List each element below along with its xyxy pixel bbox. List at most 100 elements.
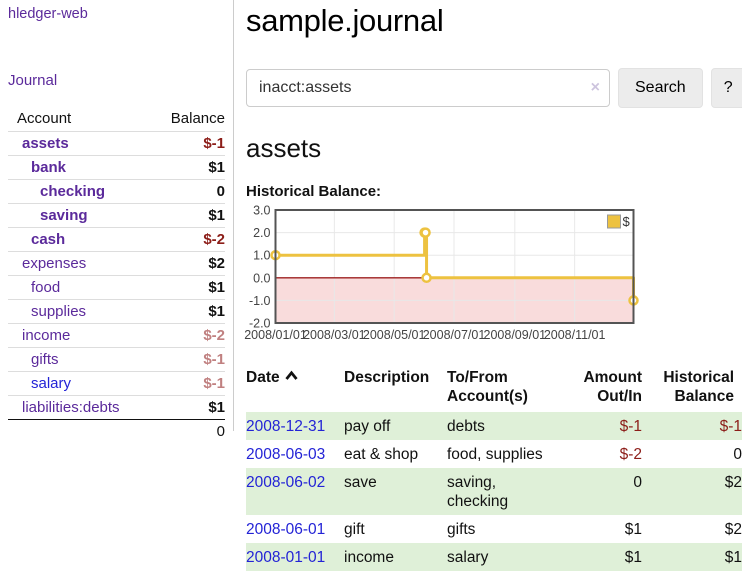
account-row: checking 0 xyxy=(8,179,225,204)
transaction-balance: $2 xyxy=(724,474,742,491)
account-link-liabilities-debts[interactable]: liabilities:debts xyxy=(22,399,120,416)
transaction-date-link[interactable]: 2008-01-01 xyxy=(246,549,326,566)
accounts-balance-table: Account Balance assets $-1 bank $1 check… xyxy=(8,107,225,443)
account-link-assets[interactable]: assets xyxy=(22,135,69,152)
svg-text:2.0: 2.0 xyxy=(253,226,270,240)
transaction-accounts: debts xyxy=(447,418,485,435)
page-title: sample.journal xyxy=(246,3,444,38)
account-link-gifts[interactable]: gifts xyxy=(31,351,59,368)
transaction-description: save xyxy=(344,474,377,491)
account-link-expenses[interactable]: expenses xyxy=(22,255,87,272)
register-header-date-label: Date xyxy=(246,369,280,386)
svg-text:$: $ xyxy=(623,214,631,229)
account-link-bank[interactable]: bank xyxy=(31,159,67,176)
account-balance: $-1 xyxy=(203,135,225,152)
transaction-description: eat & shop xyxy=(344,446,419,463)
transaction-amount: $1 xyxy=(624,521,642,538)
account-row: gifts $-1 xyxy=(8,347,225,372)
register-table: Date Description To/From Account(s) Amou… xyxy=(246,365,742,571)
accounts-total-row: 0 xyxy=(8,419,225,444)
register-header-description: Description xyxy=(344,369,430,386)
register-row: 2008-01-01 income salary $1 $1 xyxy=(246,543,742,571)
svg-text:3.0: 3.0 xyxy=(253,204,270,218)
svg-text:2008/09/01: 2008/09/01 xyxy=(484,328,547,342)
account-row: salary $-1 xyxy=(8,371,225,396)
account-balance: $-1 xyxy=(203,375,225,392)
svg-text:2008/03/01: 2008/03/01 xyxy=(303,328,366,342)
transaction-description: pay off xyxy=(344,418,391,435)
account-row: food $1 xyxy=(8,275,225,300)
transaction-balance: $1 xyxy=(724,549,742,566)
transaction-date-link[interactable]: 2008-06-02 xyxy=(246,474,326,491)
account-heading: assets xyxy=(246,133,322,163)
register-header-accounts: To/From Account(s) xyxy=(447,369,528,405)
account-row: expenses $2 xyxy=(8,251,225,276)
svg-text:2008/07/01: 2008/07/01 xyxy=(423,328,486,342)
register-row: 2008-06-03 eat & shop food, supplies $-2… xyxy=(246,440,742,468)
svg-text:1.0: 1.0 xyxy=(253,249,270,263)
account-row: saving $1 xyxy=(8,203,225,228)
accounts-header-balance: Balance xyxy=(170,110,225,127)
svg-text:2008/05/01: 2008/05/01 xyxy=(363,328,426,342)
search-input-wrap: × xyxy=(246,69,610,107)
account-balance: $-2 xyxy=(203,327,225,344)
historical-balance-chart: $3.0 2.0 1.0 0.0 -1.0 -2.0 2008/01/01 2008/03/0… xyxy=(244,204,644,350)
sidebar: hledger-web Journal Account Balance asse… xyxy=(0,0,234,440)
chart-title: Historical Balance: xyxy=(246,183,382,200)
account-balance: $-2 xyxy=(203,231,225,248)
transaction-balance: $2 xyxy=(724,521,742,538)
account-row: supplies $1 xyxy=(8,299,225,324)
register-header-amount: Amount Out/In xyxy=(583,369,642,405)
transaction-balance: 0 xyxy=(733,446,742,463)
transaction-date-link[interactable]: 2008-06-03 xyxy=(246,446,326,463)
brand-link[interactable]: hledger-web xyxy=(8,6,88,22)
register-row: 2008-12-31 pay off debts $-1 $-1 xyxy=(246,412,742,440)
account-link-saving[interactable]: saving xyxy=(40,207,88,224)
transaction-accounts: salary xyxy=(447,549,489,566)
transaction-date-link[interactable]: 2008-12-31 xyxy=(246,418,326,435)
account-link-salary[interactable]: salary xyxy=(31,375,72,392)
account-row: bank $1 xyxy=(8,155,225,180)
search-button[interactable]: Search xyxy=(618,68,703,108)
account-row: liabilities:debts $1 xyxy=(8,395,225,420)
transaction-accounts: saving, checking xyxy=(447,474,509,510)
transaction-amount: 0 xyxy=(633,474,642,491)
transaction-description: gift xyxy=(344,521,365,538)
sort-ascending-icon xyxy=(285,370,298,380)
accounts-header-account: Account xyxy=(17,110,72,127)
account-balance: $1 xyxy=(208,207,225,224)
transaction-accounts: gifts xyxy=(447,521,476,538)
register-header-date: Date xyxy=(246,365,344,412)
account-row: cash $-2 xyxy=(8,227,225,252)
account-link-food[interactable]: food xyxy=(31,279,61,296)
account-link-checking[interactable]: checking xyxy=(40,183,106,200)
search-input[interactable] xyxy=(246,69,610,107)
account-link-cash[interactable]: cash xyxy=(31,231,66,248)
clear-search-icon[interactable]: × xyxy=(590,79,600,96)
transaction-accounts: food, supplies xyxy=(447,446,543,463)
transaction-amount: $-2 xyxy=(619,446,642,463)
main-content: sample.journal × Search ? assets Histori… xyxy=(234,0,742,571)
svg-text:0.0: 0.0 xyxy=(253,271,270,285)
chart-canvas: $3.0 2.0 1.0 0.0 -1.0 -2.02008/01/012008/03/0… xyxy=(244,204,639,342)
svg-text:-1.0: -1.0 xyxy=(249,294,271,308)
sidebar-item-journal[interactable]: Journal xyxy=(8,72,58,89)
svg-text:2008/01/01: 2008/01/01 xyxy=(244,328,307,342)
transaction-date-link[interactable]: 2008-06-01 xyxy=(246,521,326,538)
register-header-balance: Historical Balance xyxy=(663,369,734,405)
account-balance: $1 xyxy=(208,159,225,176)
account-link-supplies[interactable]: supplies xyxy=(31,303,87,320)
account-balance: 0 xyxy=(216,183,225,200)
register-row: 2008-06-02 save saving, checking 0 $2 xyxy=(246,468,742,515)
help-button[interactable]: ? xyxy=(710,68,742,108)
account-balance: $1 xyxy=(208,303,225,320)
account-row: income $-2 xyxy=(8,323,225,348)
account-balance: $1 xyxy=(208,399,225,416)
account-link-income[interactable]: income xyxy=(22,327,71,344)
accounts-header-row: Account Balance xyxy=(8,107,225,132)
search-form: × Search ? xyxy=(246,68,742,108)
transaction-amount: $1 xyxy=(624,549,642,566)
register-header-row: Date Description To/From Account(s) Amou… xyxy=(246,365,742,412)
transaction-amount: $-1 xyxy=(619,418,642,435)
